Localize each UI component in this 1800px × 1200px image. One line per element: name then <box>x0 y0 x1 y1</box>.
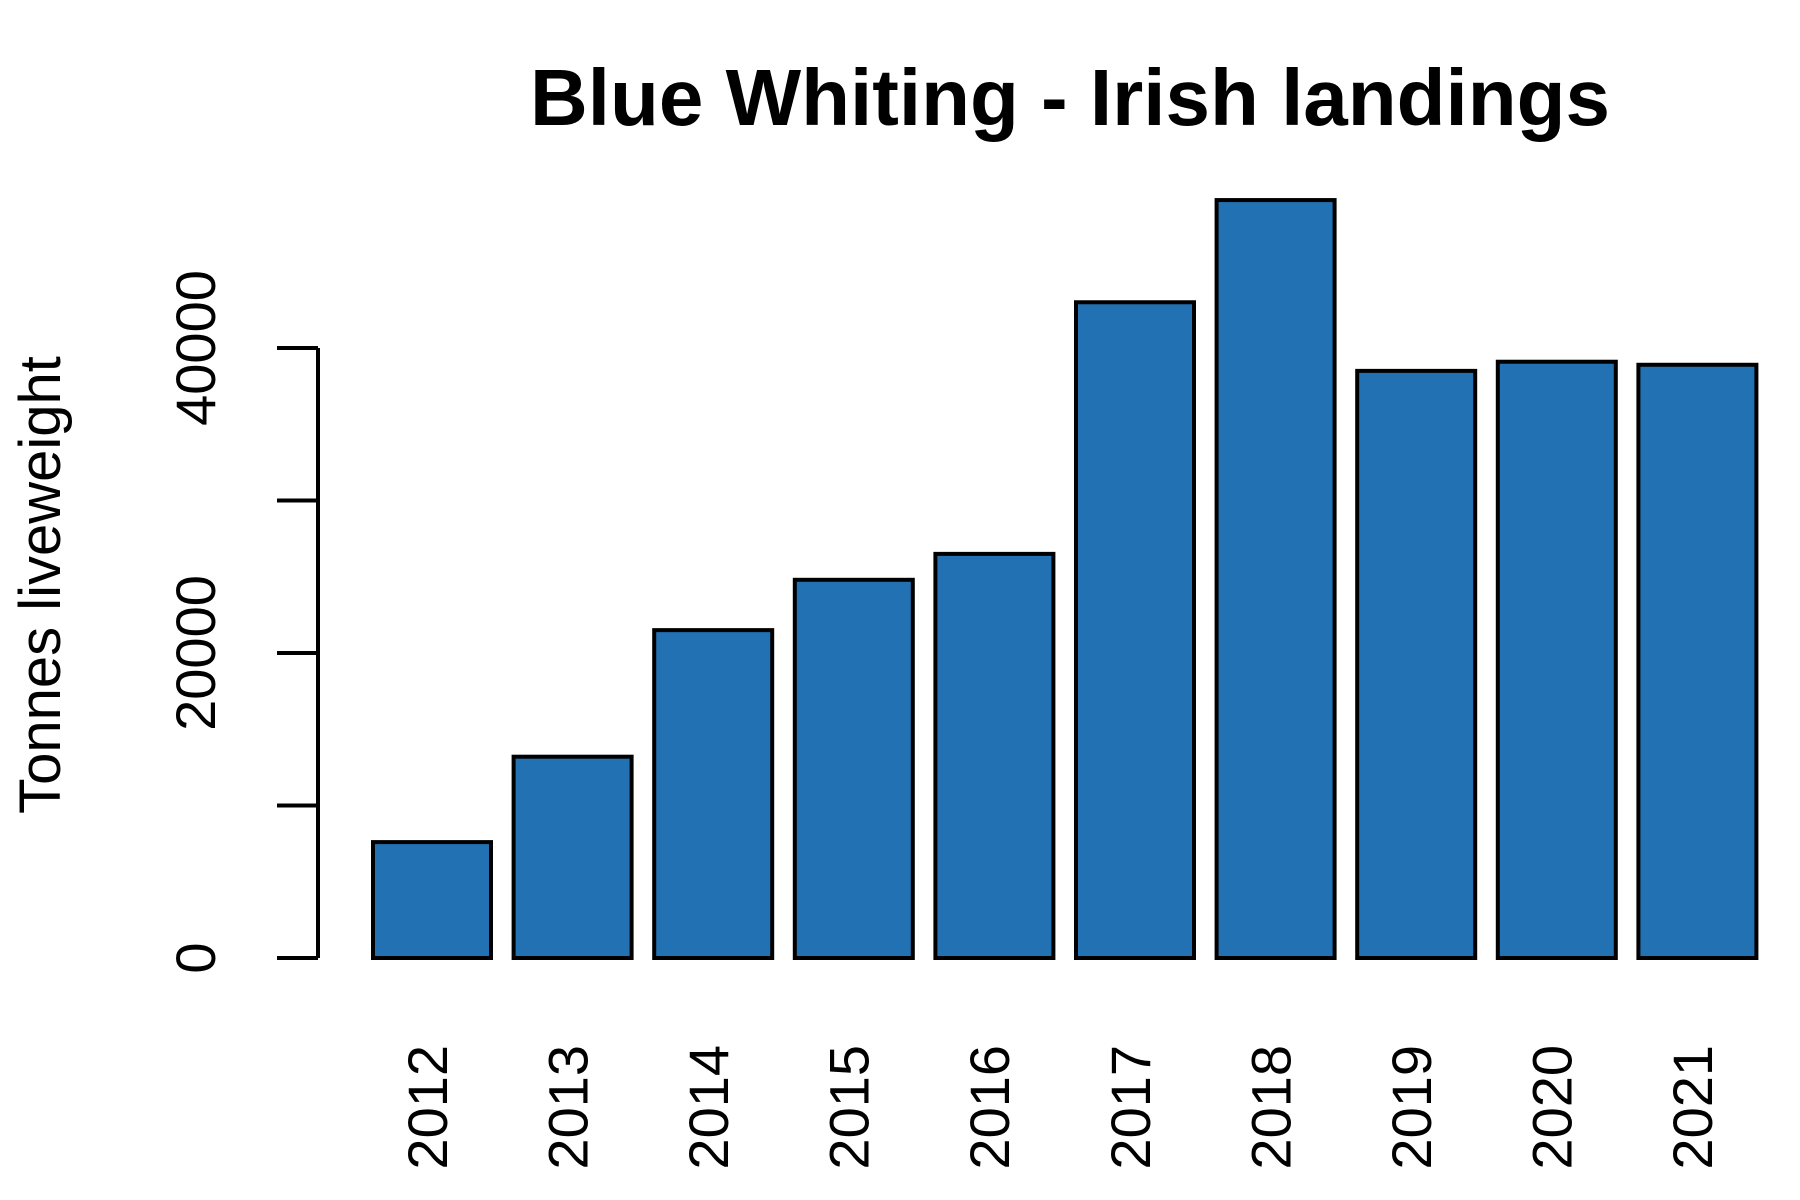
x-tick-label: 2020 <box>1521 1045 1584 1170</box>
x-tick-label: 2013 <box>536 1045 599 1170</box>
x-tick-label: 2014 <box>677 1045 740 1170</box>
bar <box>511 754 634 961</box>
y-axis: 0 20000 40000 <box>164 270 320 974</box>
chart-title: Blue Whiting - Irish landings <box>530 53 1610 142</box>
x-tick-label: 2021 <box>1661 1045 1724 1170</box>
x-tick-label: 2019 <box>1380 1045 1443 1170</box>
bar <box>652 628 775 960</box>
bar <box>1074 300 1196 960</box>
x-axis-labels: 2012 2013 2014 2015 2016 2017 2018 2019 2020 2021 <box>396 1045 1724 1170</box>
bar <box>1355 368 1478 960</box>
bar <box>1636 362 1759 960</box>
y-tick-label: 0 <box>164 942 227 973</box>
x-tick-label: 2012 <box>396 1045 459 1170</box>
bar <box>1214 198 1337 960</box>
bar <box>792 577 915 960</box>
x-tick-label: 2016 <box>958 1045 1021 1170</box>
bar <box>1495 359 1618 961</box>
x-tick-label: 2015 <box>818 1045 881 1170</box>
x-tick-label: 2018 <box>1239 1045 1302 1170</box>
y-tick-label: 40000 <box>164 270 227 426</box>
bar <box>371 840 493 960</box>
bars-group <box>371 198 1759 961</box>
y-tick-label: 20000 <box>164 575 227 731</box>
bar <box>933 551 1056 960</box>
x-tick-label: 2017 <box>1099 1045 1162 1170</box>
y-axis-label: Tonnes liveweight <box>8 356 73 814</box>
